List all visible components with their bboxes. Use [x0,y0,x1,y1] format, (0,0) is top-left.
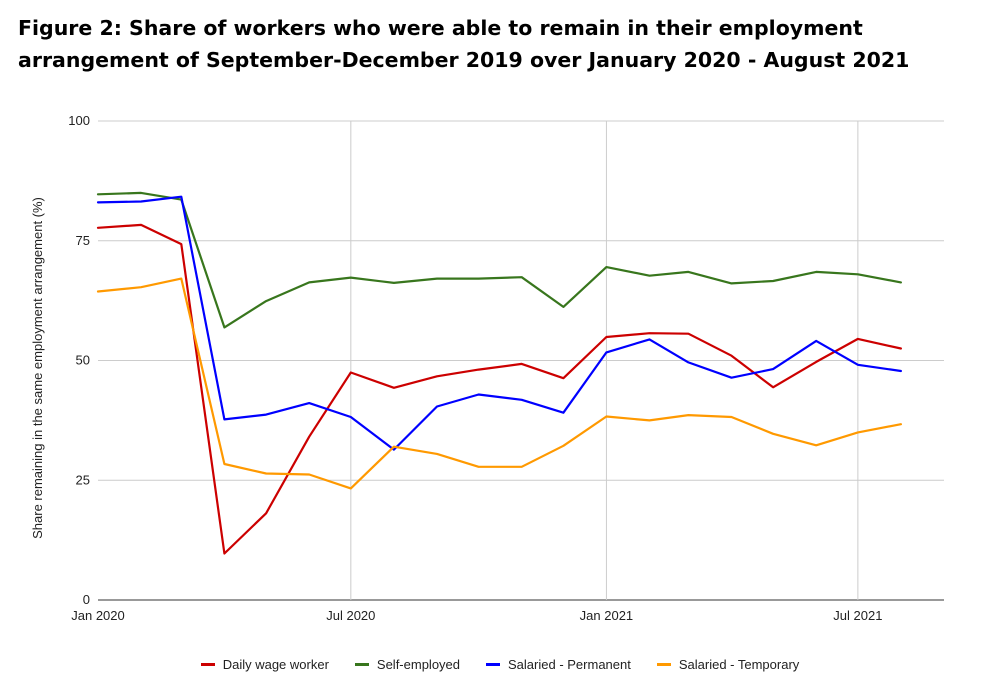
legend-item: Daily wage worker [200,654,329,674]
y-tick-label: 25 [76,472,90,487]
series-line-daily-wage-worker [96,223,903,555]
legend-label: Self-employed [376,656,461,672]
x-tick-label: Jul 2021 [833,608,882,623]
series-line-self-employed [96,191,903,329]
y-tick-label: 50 [76,353,90,368]
legend-item: Salaried - Permanent [486,654,631,674]
legend-swatch [200,662,215,666]
legend-swatch [656,662,671,666]
legend-label: Daily wage worker [222,656,329,672]
legend-swatch [486,662,501,666]
legend: Daily wage worker Self-employed Salaried -… [0,654,1000,674]
legend-label: Salaried - Temporary [678,656,800,672]
y-tick-label: 75 [76,233,90,248]
chart-title: Figure 2: Share of workers who were able… [18,16,910,72]
series-line-salaried-permanent [96,195,903,451]
legend-swatch [354,662,369,666]
tick-layer: 0 25 50 75 100 Jan 2020 Jul 2020 Jan 2021 Jul 20… [68,113,882,623]
legend-label: Salaried - Permanent [508,656,631,672]
grid-layer [98,120,944,601]
series-line-salaried-temporary [96,277,903,490]
legend-item: Self-employed [354,654,461,674]
y-axis-label: Share remaining in the same employment a… [30,197,45,539]
x-tick-label: Jan 2020 [71,608,125,623]
x-tick-label: Jan 2021 [580,608,634,623]
x-tick-label: Jul 2020 [326,608,375,623]
series-layer [96,191,903,555]
y-tick-label: 100 [68,113,90,128]
y-tick-label: 0 [83,592,90,607]
legend-item: Salaried - Temporary [656,654,800,674]
